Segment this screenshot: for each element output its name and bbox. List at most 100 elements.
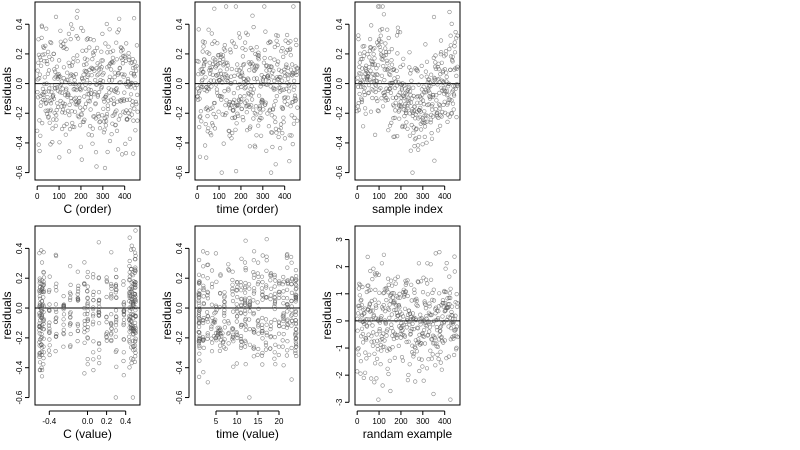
scatter-point	[423, 69, 429, 74]
scatter-point	[370, 277, 375, 282]
scatter-point	[213, 251, 218, 256]
scatter-point	[432, 336, 437, 341]
scatter-point	[428, 262, 433, 267]
y-tick-label: -0.2	[15, 330, 24, 344]
scatter-point	[114, 318, 119, 323]
scatter-point	[201, 320, 206, 326]
scatter-point	[93, 101, 98, 106]
scatter-point	[294, 42, 299, 48]
scatter-point	[255, 352, 260, 358]
scatter-point	[255, 63, 260, 68]
scatter-point	[121, 321, 126, 326]
scatter-point	[211, 319, 217, 325]
scatter-point	[254, 45, 259, 50]
scatter-point	[52, 69, 58, 74]
scatter-point	[281, 87, 286, 92]
scatter-point	[247, 126, 252, 131]
scatter-point	[213, 310, 218, 315]
scatter-point	[383, 46, 388, 51]
scatter-point	[293, 295, 299, 300]
scatter-point	[366, 90, 371, 96]
scatter-point	[390, 291, 395, 296]
scatter-point	[201, 283, 206, 288]
scatter-point	[295, 105, 300, 110]
scatter-point	[381, 331, 386, 336]
scatter-point	[377, 4, 382, 9]
scatter-point	[387, 347, 393, 352]
scatter-point	[35, 128, 40, 133]
scatter-point	[289, 254, 294, 260]
scatter-point	[73, 95, 78, 100]
scatter-point	[73, 81, 78, 87]
scatter-point	[448, 397, 453, 402]
scatter-point	[114, 275, 119, 280]
scatter-point	[129, 80, 134, 85]
scatter-point	[254, 112, 259, 117]
scatter-point	[85, 274, 90, 280]
scatter-point	[99, 84, 104, 90]
scatter-point	[127, 97, 132, 102]
scatter-point	[202, 40, 207, 45]
scatter-point	[222, 295, 227, 300]
scatter-point	[412, 137, 418, 142]
scatter-point	[101, 106, 106, 111]
scatter-point	[129, 356, 134, 361]
scatter-point	[243, 362, 248, 367]
scatter-point	[132, 257, 137, 262]
scatter-point	[97, 310, 102, 315]
scatter-point	[56, 104, 61, 110]
scatter-point	[256, 306, 261, 311]
scatter-point	[127, 114, 132, 120]
scatter-point	[250, 47, 255, 53]
scatter-point	[123, 141, 128, 146]
scatter-point	[362, 92, 367, 98]
scatter-point	[417, 368, 422, 374]
scatter-point	[379, 96, 384, 101]
scatter-point	[369, 339, 374, 344]
scatter-point	[238, 297, 244, 302]
scatter-point	[118, 113, 123, 118]
scatter-point	[379, 348, 384, 353]
scatter-point	[396, 303, 402, 308]
scatter-point	[426, 84, 432, 89]
scatter-point	[66, 77, 71, 82]
scatter-point	[408, 92, 413, 98]
scatter-point	[40, 52, 45, 57]
scatter-point	[263, 343, 269, 348]
scatter-point	[244, 98, 249, 103]
x-tick-label: 200	[74, 192, 88, 201]
scatter-point	[250, 90, 255, 96]
scatter-point	[133, 250, 138, 255]
scatter-point	[431, 341, 436, 346]
scatter-point	[55, 101, 60, 106]
scatter-point	[444, 70, 449, 75]
scatter-point	[441, 321, 446, 326]
scatter-point	[447, 46, 452, 52]
scatter-point	[102, 127, 107, 132]
scatter-point	[290, 70, 295, 75]
scatter-point	[413, 379, 418, 384]
y-tick-label: 0.2	[175, 272, 184, 284]
scatter-point	[114, 40, 119, 45]
scatter-point	[223, 48, 228, 53]
scatter-point	[433, 106, 438, 112]
scatter-point	[285, 348, 290, 353]
scatter-point	[41, 270, 46, 275]
scatter-point	[276, 319, 281, 324]
scatter-point	[421, 120, 426, 125]
scatter-point	[424, 59, 430, 64]
scatter-point	[133, 298, 138, 303]
scatter-point	[355, 328, 360, 333]
scatter-point	[100, 58, 105, 63]
scatter-point	[97, 361, 102, 366]
scatter-point	[367, 64, 372, 70]
scatter-point	[214, 63, 219, 68]
scatter-point	[127, 264, 132, 269]
scatter-point	[261, 107, 266, 112]
scatter-point	[99, 58, 104, 63]
scatter-point	[419, 279, 424, 284]
scatter-point	[293, 37, 298, 43]
scatter-point	[363, 317, 368, 322]
scatter-point	[287, 133, 292, 138]
scatter-point	[440, 298, 446, 303]
